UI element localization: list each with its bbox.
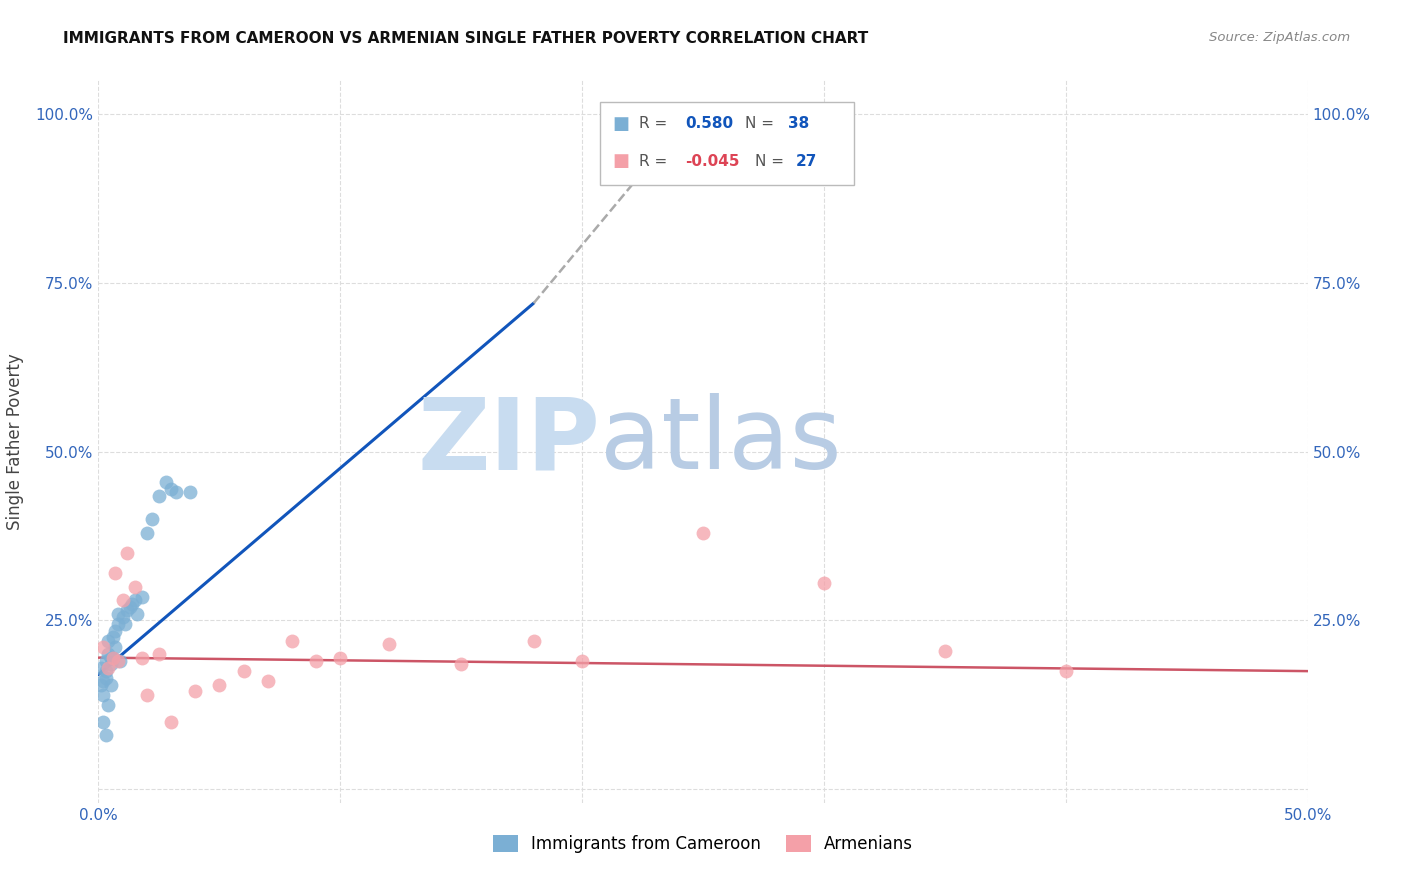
Point <box>100 678 122 692</box>
Point <box>91 714 114 729</box>
Point <box>90 678 112 692</box>
Point <box>377 637 399 651</box>
Point <box>97 647 120 661</box>
Text: ZIP: ZIP <box>418 393 600 490</box>
Point <box>148 489 170 503</box>
Point <box>305 654 328 668</box>
Point <box>117 546 139 560</box>
Text: 0.580: 0.580 <box>685 116 733 131</box>
Point <box>184 684 207 698</box>
Point <box>108 654 131 668</box>
Text: N =: N = <box>755 153 789 169</box>
Point <box>450 657 472 672</box>
Y-axis label: Single Father Poverty: Single Father Poverty <box>7 353 24 530</box>
Point <box>127 607 149 621</box>
Point <box>101 631 124 645</box>
Point <box>94 664 117 678</box>
Point <box>165 485 187 500</box>
Point <box>131 650 153 665</box>
Point <box>934 644 956 658</box>
Point <box>111 593 134 607</box>
Point <box>1054 664 1077 678</box>
Point <box>571 654 593 668</box>
Text: 38: 38 <box>787 116 808 131</box>
Point <box>101 650 124 665</box>
Point <box>107 616 129 631</box>
Point <box>100 657 122 672</box>
Point <box>148 647 170 661</box>
Point <box>104 640 127 655</box>
Point <box>208 678 231 692</box>
Point <box>329 650 352 665</box>
Point <box>124 593 146 607</box>
Point <box>101 650 124 665</box>
Point <box>104 566 127 581</box>
Point <box>97 661 120 675</box>
Point <box>155 475 177 489</box>
Point <box>90 661 112 675</box>
Point <box>104 624 127 638</box>
Point <box>135 525 157 540</box>
Text: Source: ZipAtlas.com: Source: ZipAtlas.com <box>1209 31 1350 45</box>
Text: atlas: atlas <box>600 393 842 490</box>
Point <box>281 633 304 648</box>
Point <box>94 728 117 742</box>
Legend: Immigrants from Cameroon, Armenians: Immigrants from Cameroon, Armenians <box>486 828 920 860</box>
Point <box>121 597 143 611</box>
Point <box>141 512 163 526</box>
Text: IMMIGRANTS FROM CAMEROON VS ARMENIAN SINGLE FATHER POVERTY CORRELATION CHART: IMMIGRANTS FROM CAMEROON VS ARMENIAN SIN… <box>63 31 869 46</box>
Point <box>114 616 136 631</box>
Point <box>100 650 122 665</box>
Point <box>91 688 114 702</box>
Point <box>97 633 120 648</box>
Point <box>117 603 139 617</box>
Text: N =: N = <box>745 116 779 131</box>
Point <box>124 580 146 594</box>
FancyBboxPatch shape <box>600 102 855 185</box>
Point <box>135 688 157 702</box>
Point <box>256 674 278 689</box>
Point <box>160 482 183 496</box>
Text: ■: ■ <box>613 115 630 133</box>
Point <box>118 599 141 614</box>
Point <box>813 576 835 591</box>
Point <box>523 633 546 648</box>
Point <box>91 640 114 655</box>
Point <box>94 671 117 685</box>
Point <box>97 698 120 712</box>
Point <box>91 674 114 689</box>
Text: -0.045: -0.045 <box>685 153 740 169</box>
Text: 27: 27 <box>796 153 817 169</box>
Point <box>679 111 702 125</box>
Point <box>111 610 134 624</box>
Text: R =: R = <box>638 153 672 169</box>
Point <box>107 654 129 668</box>
Text: R =: R = <box>638 116 672 131</box>
Point <box>232 664 254 678</box>
Point <box>692 525 714 540</box>
Point <box>179 485 201 500</box>
Point <box>107 607 129 621</box>
Point <box>94 654 117 668</box>
Point <box>131 590 153 604</box>
Text: ■: ■ <box>613 153 630 170</box>
Point <box>160 714 183 729</box>
